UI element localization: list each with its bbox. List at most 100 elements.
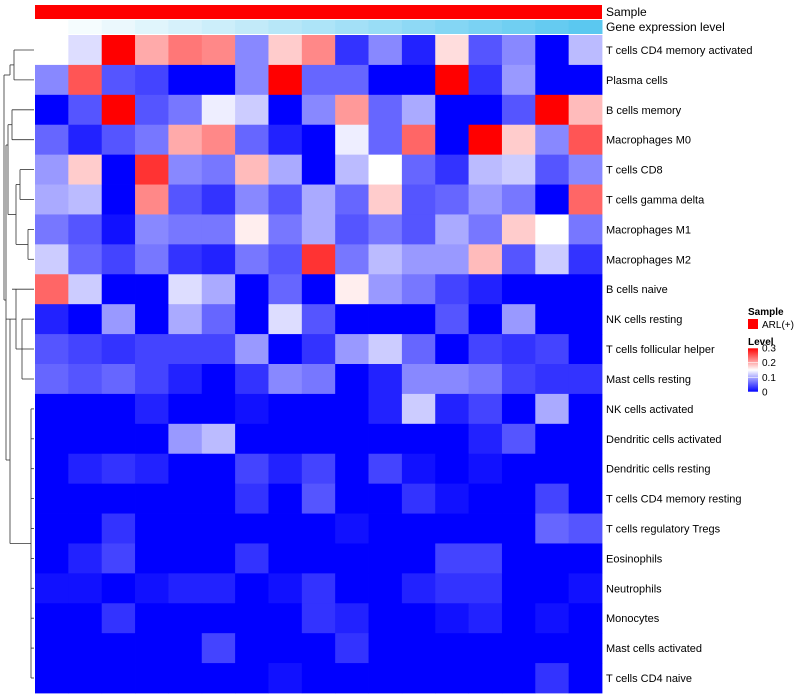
heatmap-cell <box>68 184 103 215</box>
heatmap-cell <box>335 543 369 574</box>
heatmap-cell <box>201 483 236 514</box>
heatmap-cell <box>268 364 303 395</box>
heatmap-cell <box>368 393 403 425</box>
heatmap-cell <box>68 244 103 275</box>
heatmap-cell <box>368 244 403 275</box>
heatmap-cell <box>35 304 69 335</box>
heatmap-cell <box>535 423 570 455</box>
heatmap-cell <box>101 184 136 215</box>
heatmap-cell <box>35 483 69 514</box>
heatmap-cell <box>101 244 136 275</box>
expression-annotation-cell <box>101 20 136 34</box>
expression-annotation-cell <box>301 20 336 34</box>
heatmap-cell <box>268 393 303 425</box>
heatmap-cell <box>135 513 169 544</box>
expression-annotation-cell <box>468 20 503 34</box>
heatmap-cell <box>35 94 69 126</box>
heatmap-cell <box>468 94 503 126</box>
heatmap-cell <box>435 633 469 664</box>
expression-annotation-cell <box>401 20 436 34</box>
heatmap-cell <box>401 513 436 544</box>
heatmap-cell <box>68 35 103 66</box>
heatmap-cell <box>201 244 236 275</box>
heatmap-cell <box>501 633 536 664</box>
heatmap-cell <box>68 154 103 185</box>
heatmap-cell <box>268 124 303 156</box>
heatmap-cell <box>135 393 169 425</box>
row-label: Plasma cells <box>606 75 668 87</box>
heatmap-cell <box>135 453 169 485</box>
heatmap-cell <box>35 124 69 156</box>
heatmap-cell <box>201 364 236 395</box>
heatmap-cell <box>401 184 436 215</box>
heatmap-cell <box>235 274 269 305</box>
heatmap-cell <box>468 244 503 275</box>
heatmap-cell <box>35 423 69 455</box>
heatmap-cell <box>135 603 169 634</box>
row-label: T cells gamma delta <box>606 195 705 207</box>
heatmap-cell <box>268 573 303 604</box>
legend-sample-swatch <box>748 319 758 329</box>
heatmap-cell <box>301 573 336 604</box>
heatmap-cell <box>301 453 336 485</box>
heatmap-cell <box>268 633 303 664</box>
heatmap-cell <box>101 483 136 514</box>
heatmap-cell <box>168 543 203 574</box>
heatmap-cell <box>568 453 603 485</box>
heatmap-cell <box>135 94 169 126</box>
heatmap-cell <box>235 154 269 185</box>
heatmap-cell <box>501 124 536 156</box>
heatmap-cell <box>301 663 336 694</box>
heatmap-cell <box>468 453 503 485</box>
heatmap-cell <box>201 214 236 245</box>
heatmap-cell <box>468 364 503 395</box>
legend: Sample ARL(+) Level 0.3 0.2 0.1 0 <box>748 307 794 399</box>
heatmap-cell <box>435 364 469 395</box>
heatmap-cell <box>568 35 603 66</box>
heatmap-cell <box>435 513 469 544</box>
heatmap-cell <box>101 393 136 425</box>
heatmap-cell <box>201 603 236 634</box>
heatmap-cell <box>35 244 69 275</box>
heatmap-cell <box>35 393 69 425</box>
heatmap-cell <box>468 543 503 574</box>
heatmap-cell <box>335 423 369 455</box>
heatmap-cell <box>568 244 603 275</box>
heatmap-cell <box>68 214 103 245</box>
heatmap-cell <box>268 603 303 634</box>
heatmap-cell <box>568 334 603 365</box>
heatmap-cell <box>301 513 336 544</box>
row-label: Dendritic cells activated <box>606 434 722 446</box>
heatmap-cell <box>401 483 436 514</box>
heatmap-cell <box>168 334 203 365</box>
heatmap-cell <box>301 64 336 96</box>
heatmap-cell <box>435 483 469 514</box>
heatmap-cell <box>68 274 103 305</box>
heatmap-cell <box>268 64 303 96</box>
heatmap-cell <box>168 35 203 66</box>
heatmap-cell <box>301 364 336 395</box>
heatmap-cell <box>101 334 136 365</box>
heatmap-cell <box>501 184 536 215</box>
heatmap-cell <box>201 154 236 185</box>
heatmap-cell <box>135 364 169 395</box>
heatmap-cell <box>468 35 503 66</box>
heatmap-cell <box>301 244 336 275</box>
heatmap-cell <box>301 543 336 574</box>
heatmap-cell <box>168 364 203 395</box>
heatmap-cell <box>368 663 403 694</box>
heatmap-cell <box>501 64 536 96</box>
heatmap-cell <box>235 573 269 604</box>
heatmap-cell <box>301 214 336 245</box>
heatmap-cell <box>535 154 570 185</box>
heatmap-cell <box>568 154 603 185</box>
heatmap-cell <box>35 334 69 365</box>
heatmap-cell <box>201 423 236 455</box>
heatmap-cell <box>201 513 236 544</box>
row-label: NK cells activated <box>606 404 693 416</box>
heatmap-cell <box>335 633 369 664</box>
heatmap-cell <box>568 633 603 664</box>
row-label: Monocytes <box>606 613 660 625</box>
heatmap-cell <box>435 543 469 574</box>
row-label: Mast cells activated <box>606 643 702 655</box>
